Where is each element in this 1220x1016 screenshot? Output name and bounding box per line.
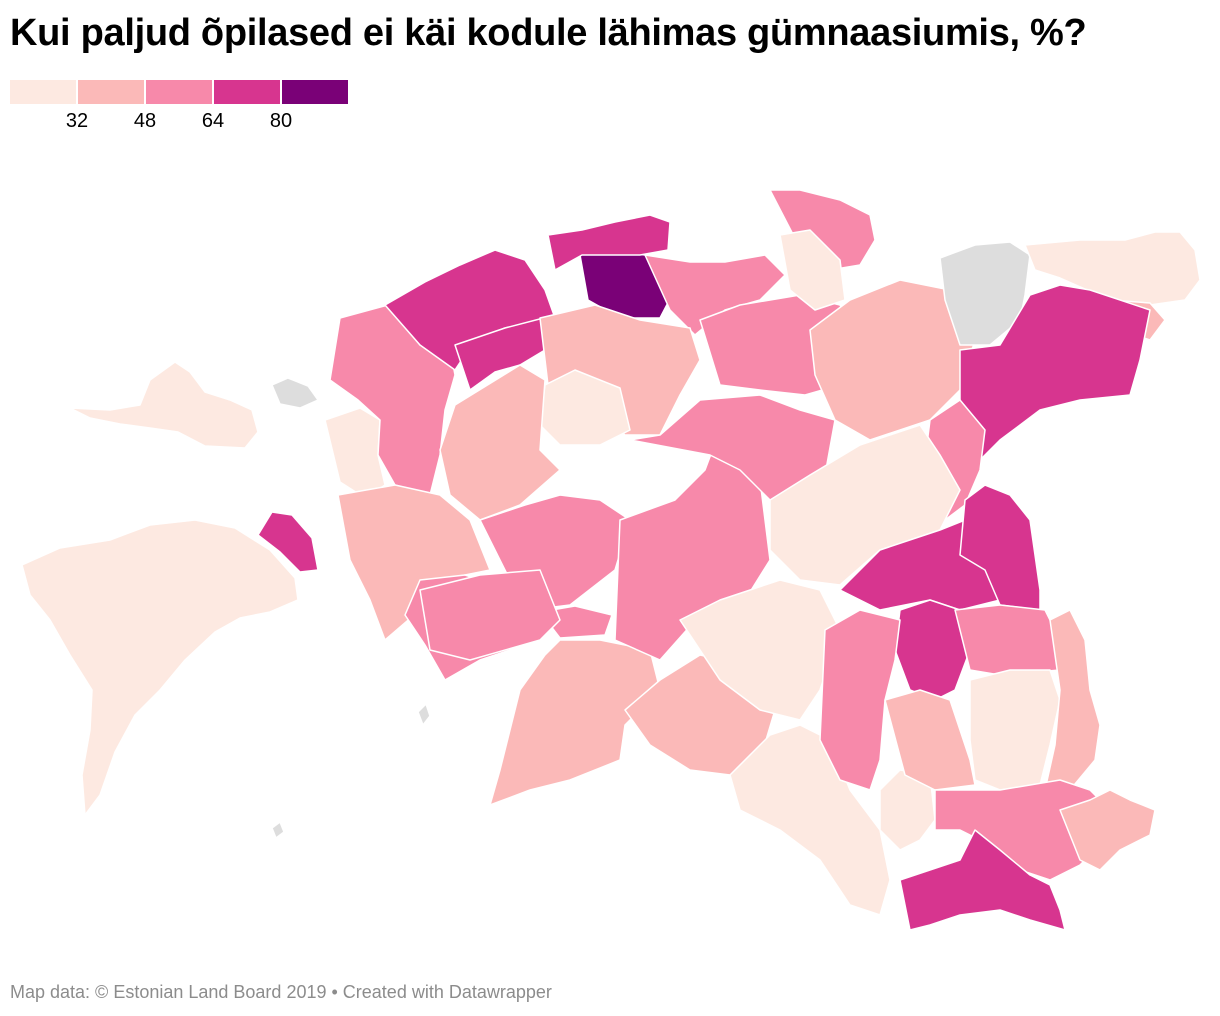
region-viljandimaa-south[interactable]: [729, 724, 891, 916]
legend-swatch-0: [10, 80, 76, 104]
region-laane-virumaa-central[interactable]: [779, 229, 846, 311]
region-vorumaa-central[interactable]: [934, 779, 1111, 881]
region-ida-virumaa-north[interactable]: [1024, 231, 1201, 306]
region-kihnu[interactable]: [417, 703, 431, 726]
region-vorumaa-west[interactable]: [884, 689, 976, 791]
legend-color-bar: [10, 80, 350, 104]
legend-swatch-3: [214, 80, 280, 104]
legend-swatch-2: [146, 80, 212, 104]
region-jogevamaa-central[interactable]: [769, 424, 961, 586]
legend-tick-label: 48: [133, 110, 157, 132]
region-muhu[interactable]: [257, 511, 319, 573]
region-raplamaa-south[interactable]: [439, 364, 561, 521]
region-viljandimaa-north[interactable]: [419, 569, 561, 661]
region-harjumaa-east[interactable]: [644, 254, 786, 336]
estonia-choropleth-map: [21, 189, 1201, 931]
footer-credit: Map data: © Estonian Land Board 2019 • C…: [10, 982, 552, 1002]
region-laanemaa-west[interactable]: [324, 407, 386, 499]
region-jarvamaa-east[interactable]: [629, 394, 836, 501]
region-raplamaa-central[interactable]: [539, 369, 631, 446]
legend-tick-label: 32: [65, 110, 89, 132]
region-saaremaa[interactable]: [21, 519, 299, 816]
region-polvamaa[interactable]: [969, 669, 1061, 791]
chart-title: Kui paljud õpilased ei käi kodule lähima…: [10, 12, 1087, 54]
legend-tick-label: 80: [269, 110, 293, 132]
region-harjumaa-saue[interactable]: [454, 314, 556, 391]
region-tartumaa-central[interactable]: [959, 484, 1041, 611]
region-hiiumaa[interactable]: [69, 361, 259, 449]
color-legend: 32 48 64 80: [10, 80, 350, 134]
legend-swatch-1: [78, 80, 144, 104]
region-polvamaa-east[interactable]: [1044, 609, 1101, 791]
region-valgamaa-north[interactable]: [819, 609, 901, 791]
region-harjumaa-west[interactable]: [384, 249, 556, 371]
legend-tick-label: 64: [201, 110, 225, 132]
region-ruhnu[interactable]: [271, 821, 285, 839]
region-tartumaa-south[interactable]: [954, 604, 1061, 676]
region-vorumaa-south[interactable]: [899, 829, 1066, 931]
legend-swatch-4: [282, 80, 348, 104]
region-vormsi[interactable]: [271, 377, 319, 409]
legend-ticks: 32 48 64 80: [10, 104, 350, 134]
region-viljandimaa-central[interactable]: [679, 579, 841, 721]
region-harjumaa-north[interactable]: [547, 214, 671, 271]
region-tartu-city[interactable]: [894, 599, 971, 701]
region-vorumaa-east[interactable]: [1059, 789, 1156, 871]
